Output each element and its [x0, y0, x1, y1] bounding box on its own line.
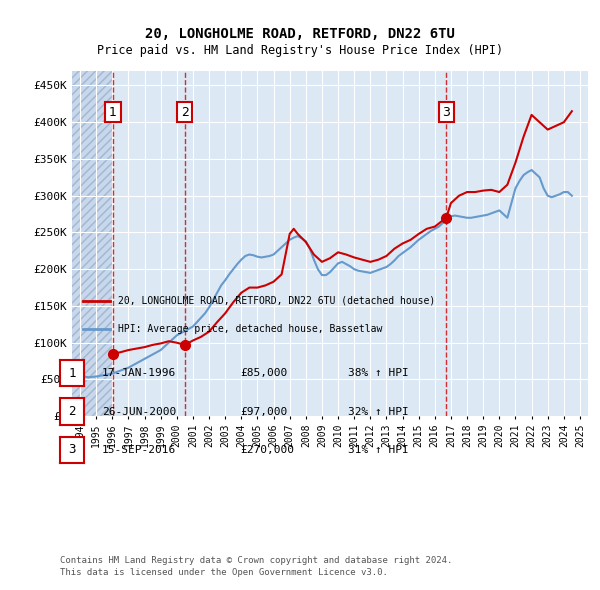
Text: 2: 2	[181, 106, 188, 119]
Text: £97,000: £97,000	[240, 407, 287, 417]
Text: 3: 3	[442, 106, 450, 119]
Text: This data is licensed under the Open Government Licence v3.0.: This data is licensed under the Open Gov…	[60, 568, 388, 577]
Text: 26-JUN-2000: 26-JUN-2000	[102, 407, 176, 417]
Text: 1: 1	[68, 366, 76, 380]
Text: 32% ↑ HPI: 32% ↑ HPI	[348, 407, 409, 417]
Text: Price paid vs. HM Land Registry's House Price Index (HPI): Price paid vs. HM Land Registry's House …	[97, 44, 503, 57]
Text: 1: 1	[109, 106, 117, 119]
Text: HPI: Average price, detached house, Bassetlaw: HPI: Average price, detached house, Bass…	[119, 324, 383, 333]
Bar	[72, 71, 113, 416]
Text: 31% ↑ HPI: 31% ↑ HPI	[348, 445, 409, 455]
Text: 17-JAN-1996: 17-JAN-1996	[102, 369, 176, 378]
Text: 2: 2	[68, 405, 76, 418]
Text: 3: 3	[68, 443, 76, 457]
Text: Contains HM Land Registry data © Crown copyright and database right 2024.: Contains HM Land Registry data © Crown c…	[60, 556, 452, 565]
Text: 20, LONGHOLME ROAD, RETFORD, DN22 6TU: 20, LONGHOLME ROAD, RETFORD, DN22 6TU	[145, 27, 455, 41]
Text: £85,000: £85,000	[240, 369, 287, 378]
Bar	[72, 71, 113, 416]
Text: 15-SEP-2016: 15-SEP-2016	[102, 445, 176, 455]
Text: 20, LONGHOLME ROAD, RETFORD, DN22 6TU (detached house): 20, LONGHOLME ROAD, RETFORD, DN22 6TU (d…	[119, 296, 436, 306]
Text: 38% ↑ HPI: 38% ↑ HPI	[348, 369, 409, 378]
Text: £270,000: £270,000	[240, 445, 294, 455]
